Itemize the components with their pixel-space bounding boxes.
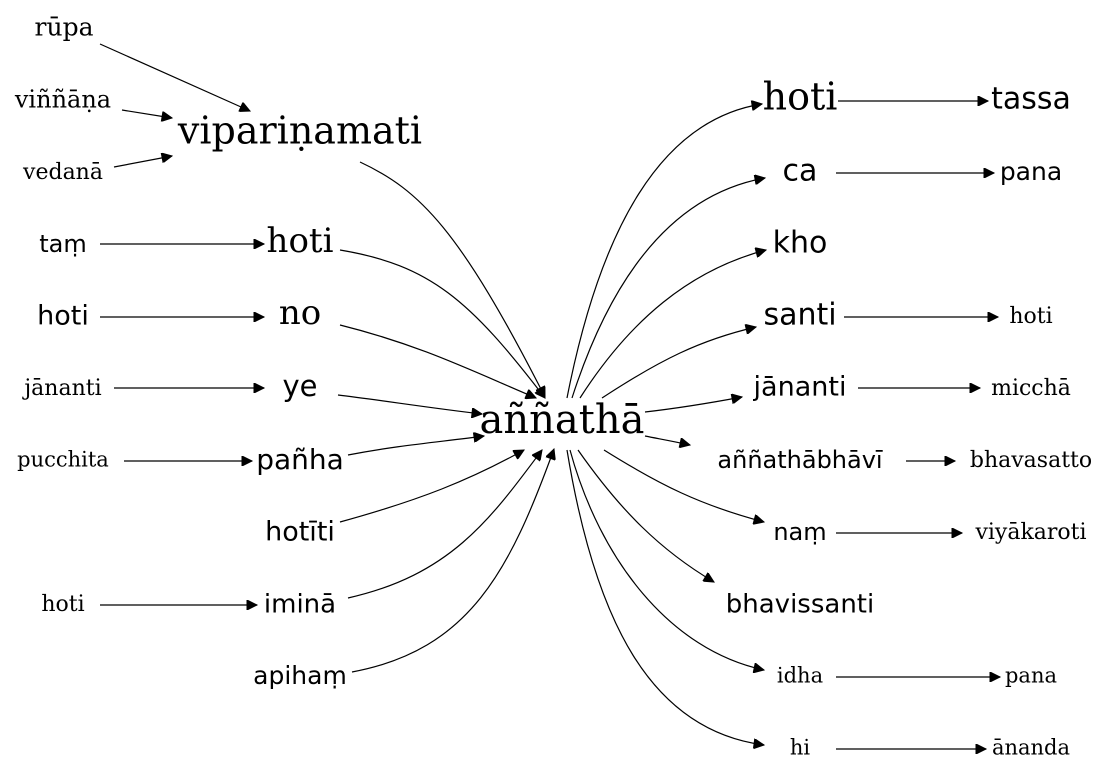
- node-tassa: tassa: [991, 82, 1071, 117]
- edge-rupa-viparinamati: [99, 43, 250, 111]
- node-ca: ca: [783, 154, 818, 189]
- node-santi: santi: [763, 298, 836, 333]
- node-rupa: rūpa: [35, 13, 94, 42]
- node-miccha: micchā: [991, 376, 1071, 401]
- node-hoti-left-1: hoti: [37, 301, 89, 332]
- edge-viparinamati-annatha: [359, 161, 546, 397]
- edge-imina-annatha: [347, 450, 542, 599]
- node-nam: naṃ: [773, 518, 826, 546]
- nodes: rūpa viññāṇa vedanā taṃ hoti jānanti puc…: [14, 13, 1092, 760]
- edges: [99, 43, 1000, 749]
- node-viyakaroti: viyākaroti: [974, 520, 1086, 545]
- edge-annatha-nam: [603, 449, 764, 522]
- edge-ye-annatha: [337, 394, 482, 414]
- edge-panha-annatha: [347, 436, 484, 456]
- node-hoti-right: hoti: [763, 75, 838, 119]
- node-pana-1: pana: [1000, 157, 1062, 186]
- node-panha: pañha: [256, 443, 344, 476]
- edge-vedana-viparinamati: [113, 156, 172, 168]
- node-bhavissanti: bhavissanti: [726, 590, 874, 620]
- edge-annatha-hi: [566, 449, 764, 745]
- node-imina: iminā: [264, 590, 336, 620]
- edge-annatha-kho: [579, 250, 766, 399]
- edge-annatha-hoti: [566, 104, 762, 399]
- node-hotiti: hotīti: [265, 517, 335, 548]
- edge-hotiti-annatha: [339, 450, 524, 523]
- edge-annatha-bhavissanti: [577, 449, 714, 582]
- edge-no-annatha: [339, 324, 536, 398]
- node-vedana: vedanā: [22, 160, 103, 185]
- edge-apiham-annatha: [351, 449, 554, 673]
- node-hi: hi: [790, 736, 811, 760]
- node-bhavasatto: bhavasatto: [970, 448, 1092, 473]
- node-tam: taṃ: [39, 230, 87, 258]
- node-annathabhavi: aññathābhāvī: [717, 446, 883, 474]
- edge-annatha-idha: [569, 449, 764, 670]
- node-jananti-left: jānanti: [21, 376, 101, 401]
- edge-vinnana-viparinamati: [121, 109, 172, 118]
- node-idha: idha: [777, 664, 823, 688]
- node-ye: ye: [282, 369, 317, 403]
- edge-annatha-ca: [571, 178, 765, 399]
- edge-annatha-annathabhavi: [644, 435, 690, 445]
- node-apiham: apihaṃ: [253, 661, 347, 690]
- node-hoti-left-3: hoti: [41, 592, 84, 617]
- node-pucchita: pucchita: [17, 448, 109, 472]
- node-hoti-right-2: hoti: [1009, 304, 1052, 329]
- node-annatha: aññathā: [480, 397, 645, 443]
- node-ananda: ānanda: [992, 736, 1070, 760]
- edge-annatha-jananti: [644, 397, 742, 413]
- node-pana-2: pana: [1005, 664, 1057, 688]
- edge-hoti-annatha: [339, 249, 545, 398]
- node-jananti-right: jānanti: [753, 372, 847, 403]
- node-viparinamati: vipariṇamati: [177, 109, 422, 153]
- edge-annatha-santi: [601, 327, 756, 399]
- node-kho: kho: [773, 226, 828, 261]
- node-hoti-left-2: hoti: [267, 221, 334, 261]
- node-vinnana: viññāṇa: [14, 86, 111, 114]
- node-no: no: [279, 293, 321, 333]
